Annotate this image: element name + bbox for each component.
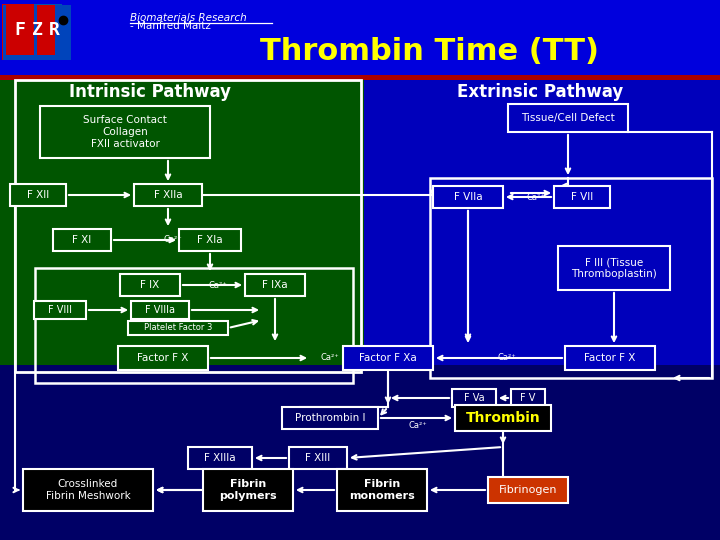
Bar bbox=[0, 0, 720, 75]
Text: F VIIa: F VIIa bbox=[454, 192, 482, 202]
Bar bbox=[430, 178, 712, 378]
Bar bbox=[35, 268, 353, 383]
Bar bbox=[558, 246, 670, 290]
Text: F VIIIa: F VIIIa bbox=[145, 305, 175, 315]
Text: F XIII: F XIII bbox=[305, 453, 330, 463]
Bar bbox=[337, 469, 427, 511]
Text: Platelet Factor 3: Platelet Factor 3 bbox=[144, 323, 212, 333]
Text: Ca²⁺: Ca²⁺ bbox=[409, 422, 428, 430]
Text: Ca²⁺: Ca²⁺ bbox=[209, 280, 228, 289]
Bar bbox=[34, 301, 86, 319]
Text: Crosslinked
Fibrin Meshwork: Crosslinked Fibrin Meshwork bbox=[45, 479, 130, 501]
Bar bbox=[508, 104, 628, 132]
Bar bbox=[554, 186, 610, 208]
Text: Extrinsic Pathway: Extrinsic Pathway bbox=[457, 83, 623, 101]
Text: R: R bbox=[40, 21, 52, 36]
Bar bbox=[364, 79, 720, 364]
Text: Prothrombin I: Prothrombin I bbox=[294, 413, 365, 423]
Bar bbox=[282, 407, 378, 429]
Text: F IX: F IX bbox=[140, 280, 160, 290]
Text: Tissue/Cell Defect: Tissue/Cell Defect bbox=[521, 113, 615, 123]
Bar bbox=[10, 184, 66, 206]
Text: Ca²⁺: Ca²⁺ bbox=[526, 192, 545, 201]
Bar bbox=[131, 301, 189, 319]
Text: F XIa: F XIa bbox=[197, 235, 222, 245]
Bar bbox=[452, 389, 496, 407]
Bar bbox=[179, 229, 241, 251]
Text: R: R bbox=[48, 21, 60, 39]
Bar bbox=[455, 405, 551, 431]
Bar bbox=[0, 364, 720, 539]
Text: Thrombin: Thrombin bbox=[466, 411, 541, 425]
Text: Z: Z bbox=[27, 21, 37, 36]
Bar bbox=[245, 274, 305, 296]
Bar bbox=[343, 346, 433, 370]
Text: F: F bbox=[14, 21, 25, 39]
Bar bbox=[433, 186, 503, 208]
Bar bbox=[6, 5, 34, 55]
Bar bbox=[37, 5, 55, 55]
Bar bbox=[2, 4, 62, 60]
Text: Factor F X: Factor F X bbox=[138, 353, 189, 363]
Bar bbox=[565, 346, 655, 370]
Bar bbox=[2, 4, 34, 60]
Text: F XI: F XI bbox=[73, 235, 91, 245]
Text: Z: Z bbox=[32, 21, 42, 39]
Bar bbox=[0, 79, 364, 364]
Bar bbox=[488, 477, 568, 503]
Text: F VII: F VII bbox=[571, 192, 593, 202]
Text: Biomaterials Research: Biomaterials Research bbox=[130, 13, 247, 23]
Text: Factor F X: Factor F X bbox=[585, 353, 636, 363]
Text: F III (Tissue
Thromboplastin): F III (Tissue Thromboplastin) bbox=[571, 257, 657, 279]
Text: - Manfred Maitz: - Manfred Maitz bbox=[130, 21, 211, 31]
Text: Fibrin
polymers: Fibrin polymers bbox=[219, 479, 276, 501]
Text: Fibrin
monomers: Fibrin monomers bbox=[349, 479, 415, 501]
Text: F Va: F Va bbox=[464, 393, 485, 403]
Bar bbox=[40, 106, 210, 158]
Text: F IXa: F IXa bbox=[262, 280, 288, 290]
Text: F XII: F XII bbox=[27, 190, 49, 200]
Text: Ca²⁺: Ca²⁺ bbox=[320, 354, 339, 362]
Bar bbox=[128, 321, 228, 335]
Bar bbox=[120, 274, 180, 296]
Bar bbox=[188, 447, 252, 469]
Text: Ca²⁺: Ca²⁺ bbox=[163, 235, 182, 245]
Text: F: F bbox=[13, 21, 23, 36]
Text: Thrombin Time (TT): Thrombin Time (TT) bbox=[261, 37, 600, 66]
Text: F XIIa: F XIIa bbox=[153, 190, 182, 200]
Bar bbox=[23, 469, 153, 511]
Bar bbox=[289, 447, 347, 469]
Bar bbox=[511, 389, 545, 407]
Text: Intrinsic Pathway: Intrinsic Pathway bbox=[69, 83, 231, 101]
Text: F VIII: F VIII bbox=[48, 305, 72, 315]
Bar bbox=[134, 184, 202, 206]
Text: F XIIIa: F XIIIa bbox=[204, 453, 236, 463]
Text: Ca²⁺: Ca²⁺ bbox=[498, 354, 516, 362]
Bar bbox=[53, 229, 111, 251]
Bar bbox=[0, 75, 720, 79]
Text: Fibrinogen: Fibrinogen bbox=[499, 485, 557, 495]
Bar bbox=[118, 346, 208, 370]
Bar bbox=[15, 80, 361, 372]
Text: Surface Contact
Collagen
FXII activator: Surface Contact Collagen FXII activator bbox=[83, 116, 167, 148]
Text: F V: F V bbox=[521, 393, 536, 403]
Bar bbox=[3, 4, 71, 59]
Bar bbox=[203, 469, 293, 511]
Text: Factor F Xa: Factor F Xa bbox=[359, 353, 417, 363]
